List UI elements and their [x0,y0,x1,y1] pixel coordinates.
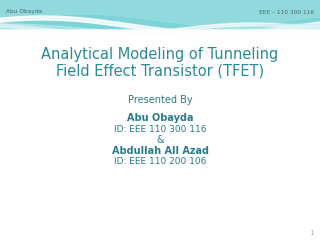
Text: Abdullah All Azad: Abdullah All Azad [111,146,209,156]
Text: 1: 1 [309,230,314,236]
Text: Presented By: Presented By [128,95,192,105]
Text: &: & [156,135,164,145]
Text: Abu Obayda: Abu Obayda [6,10,42,14]
Text: ID: EEE 110 200 106: ID: EEE 110 200 106 [114,157,206,167]
Text: Field Effect Transistor (TFET): Field Effect Transistor (TFET) [56,64,264,78]
Text: EEE – 110 300 116: EEE – 110 300 116 [259,10,314,14]
Text: ID: EEE 110 300 116: ID: EEE 110 300 116 [114,125,206,133]
Text: Abu Obayda: Abu Obayda [127,113,193,123]
Text: Analytical Modeling of Tunneling: Analytical Modeling of Tunneling [41,48,279,62]
